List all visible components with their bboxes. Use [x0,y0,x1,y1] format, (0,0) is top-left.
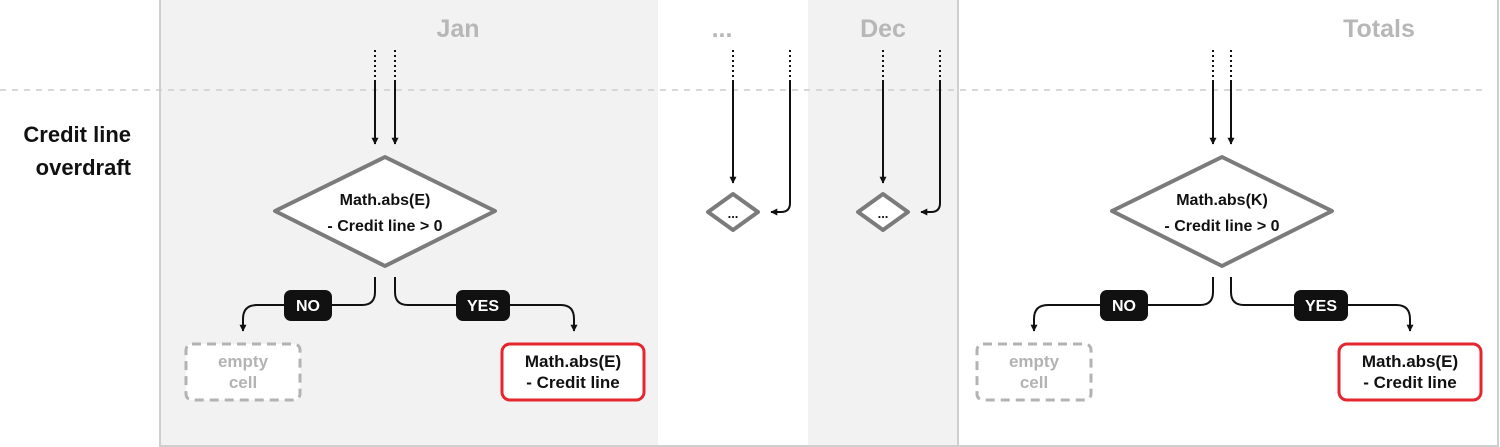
dec-input-arrow-2 [920,82,941,216]
totals-result-cell [1337,342,1483,402]
jan-empty-cell [184,342,302,402]
jan-yes-pill [456,290,510,321]
jan-flow: Math.abs(E) - Credit line > 0 NO YES emp… [184,50,646,402]
jan-result-cell [500,342,646,402]
ellipsis-flow: ... [706,50,791,232]
dec-decision-text: ... [878,206,889,221]
totals-yes-label: YES [1305,298,1337,315]
jan-decision-diamond [273,155,497,268]
jan-empty-line1: empty [218,352,269,371]
jan-decision-line1: Math.abs(E) [340,192,431,209]
totals-no-pill [1100,290,1148,321]
totals-empty-line1: empty [1009,352,1060,371]
jan-empty-line2: cell [229,373,257,392]
jan-decision-line2: - Credit line > 0 [327,218,442,235]
ellipsis-decision-diamond [706,192,760,232]
totals-no-label: NO [1112,298,1136,315]
totals-flow: Math.abs(K) - Credit line > 0 NO YES emp… [975,50,1483,402]
jan-result-line1: Math.abs(E) [525,352,621,371]
ellipsis-input-arrow-2 [770,82,791,216]
totals-result-line2: - Credit line [1363,373,1457,392]
dec-decision-diamond [856,192,910,232]
column-heading-ellipsis: ... [712,15,733,43]
column-heading-jan: Jan [436,15,479,43]
totals-result-line1: Math.abs(E) [1362,352,1458,371]
dec-flow: ... [856,50,941,232]
row-label-line1: Credit line [23,122,131,147]
totals-decision-diamond [1110,155,1334,268]
ellipsis-decision-text: ... [728,206,739,221]
row-label-line2: overdraft [36,155,132,180]
jan-no-label: NO [296,298,320,315]
column-heading-totals: Totals [1343,15,1415,43]
jan-result-line2: - Credit line [526,373,620,392]
totals-decision-line2: - Credit line > 0 [1164,218,1279,235]
jan-yes-label: YES [467,298,499,315]
totals-decision-line1: Math.abs(K) [1176,192,1268,209]
totals-empty-line2: cell [1020,373,1048,392]
column-heading-dec: Dec [860,15,906,43]
totals-empty-cell [975,342,1093,402]
totals-yes-pill [1294,290,1348,321]
jan-no-pill [284,290,332,321]
